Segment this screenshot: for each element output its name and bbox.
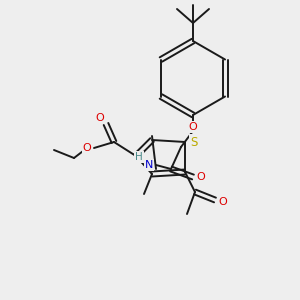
Text: O: O xyxy=(219,197,227,207)
Text: O: O xyxy=(196,172,206,182)
Text: O: O xyxy=(96,113,104,123)
Text: O: O xyxy=(82,143,91,153)
Text: N: N xyxy=(145,160,153,170)
Text: H: H xyxy=(135,152,143,162)
Text: S: S xyxy=(190,136,198,148)
Text: O: O xyxy=(189,122,197,132)
